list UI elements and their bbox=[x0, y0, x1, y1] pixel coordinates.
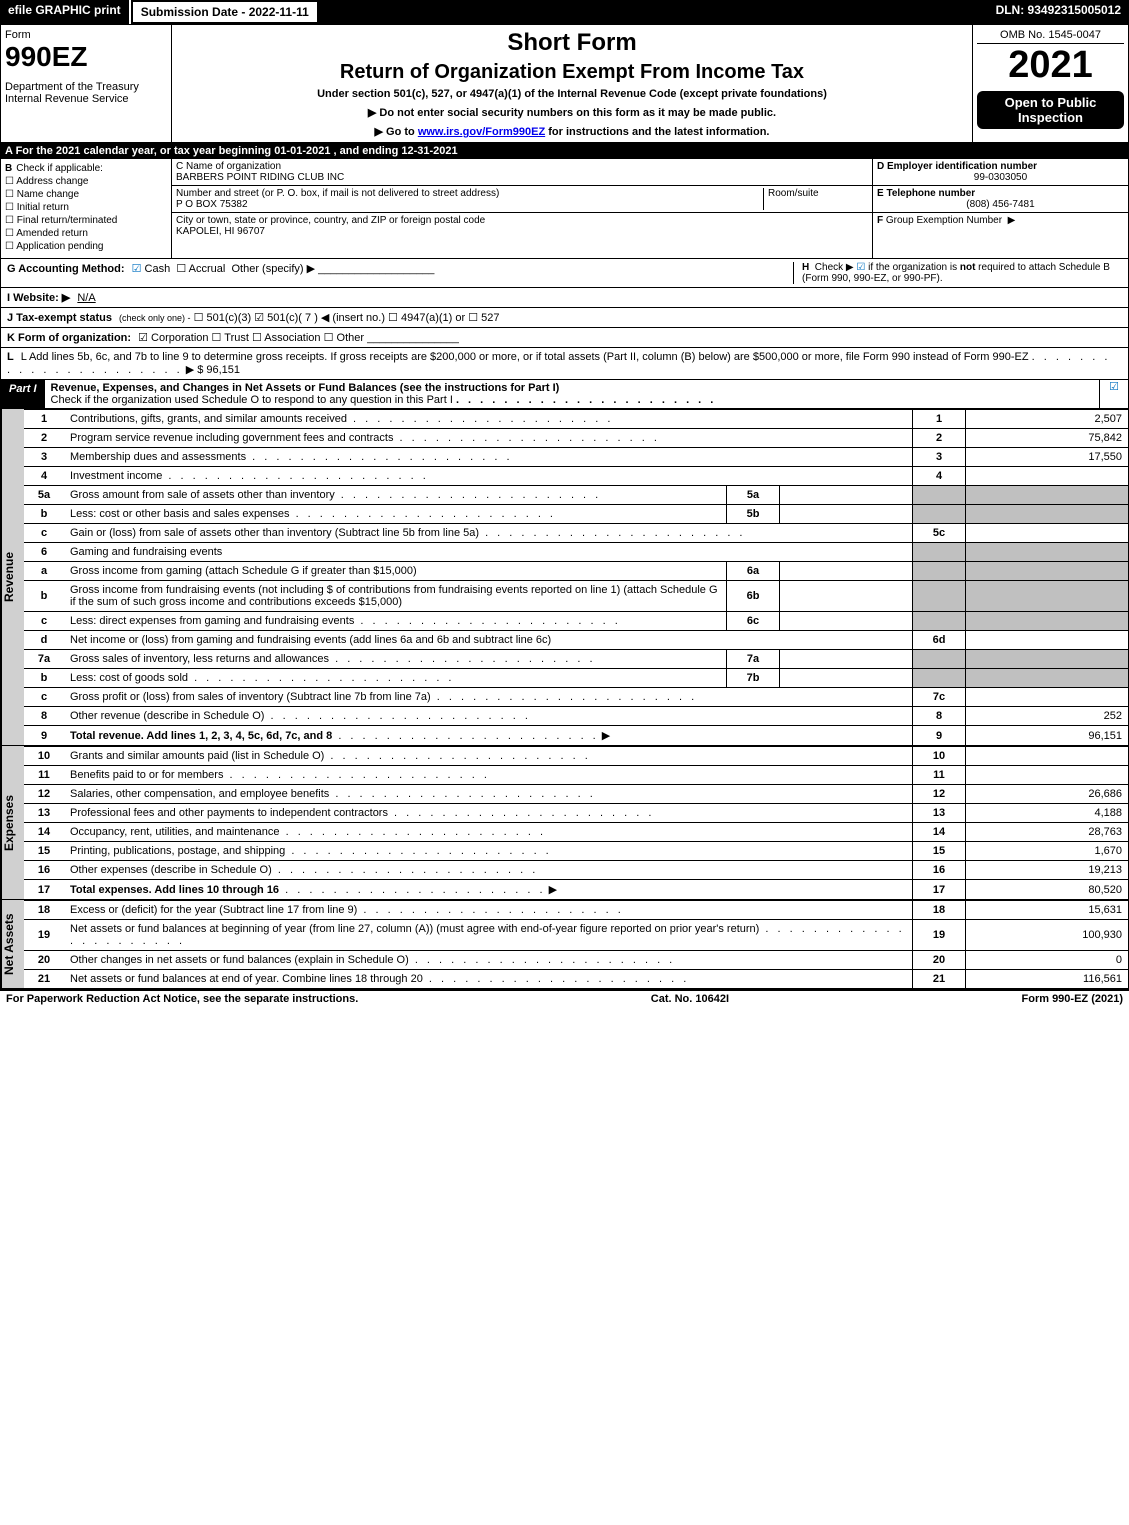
row-i-website: I Website: ▶ N/A bbox=[1, 288, 1128, 308]
line-15: 15Printing, publications, postage, and s… bbox=[24, 842, 1128, 861]
line-5c: c Gain or (loss) from sale of assets oth… bbox=[24, 524, 1128, 543]
line-5a: 5a Gross amount from sale of assets othe… bbox=[24, 486, 1128, 505]
line-2: 2 Program service revenue including gove… bbox=[24, 429, 1128, 448]
part1-check-text: Check if the organization used Schedule … bbox=[51, 394, 453, 406]
code-section: Under section 501(c), 527, or 4947(a)(1)… bbox=[176, 88, 968, 100]
line-1: 1 Contributions, gifts, grants, and simi… bbox=[24, 410, 1128, 429]
org-name-label: C Name of organization bbox=[176, 161, 868, 172]
submission-date: Submission Date - 2022-11-11 bbox=[131, 0, 319, 24]
row-k-formorg: K Form of organization: ☑ Corporation ☐ … bbox=[1, 328, 1128, 348]
part1-title: Revenue, Expenses, and Changes in Net As… bbox=[51, 382, 560, 394]
goto-link[interactable]: ▶ Go to www.irs.gov/Form990EZ for instru… bbox=[176, 125, 968, 138]
return-title: Return of Organization Exempt From Incom… bbox=[176, 61, 968, 84]
check-application-pending[interactable]: Application pending bbox=[5, 241, 167, 252]
phone: (808) 456-7481 bbox=[877, 199, 1124, 210]
line-7a: 7a Gross sales of inventory, less return… bbox=[24, 650, 1128, 669]
footer: For Paperwork Reduction Act Notice, see … bbox=[0, 991, 1129, 1007]
form-of-organization: ☑ Corporation ☐ Trust ☐ Association ☐ Ot… bbox=[138, 332, 364, 344]
form-header: Form 990EZ Department of the Treasury In… bbox=[1, 25, 1128, 143]
dln: DLN: 93492315005012 bbox=[988, 0, 1129, 24]
check-applicable-label: Check if applicable: bbox=[16, 163, 103, 174]
row-a-period: A For the 2021 calendar year, or tax yea… bbox=[1, 143, 1128, 159]
row-j-taxexempt: J Tax-exempt status (check only one) - ☐… bbox=[1, 308, 1128, 328]
ssn-warning: ▶ Do not enter social security numbers o… bbox=[176, 106, 968, 119]
efile-link[interactable]: efile GRAPHIC print bbox=[0, 0, 131, 24]
part1-label: Part I bbox=[1, 380, 45, 408]
row-g-h: G Accounting Method: ☑ Cash ☐ Accrual Ot… bbox=[1, 259, 1128, 288]
website-label: I Website: ▶ bbox=[7, 292, 70, 304]
part1-header: Part I Revenue, Expenses, and Changes in… bbox=[1, 380, 1128, 409]
gross-receipts-text: L Add lines 5b, 6c, and 7b to line 9 to … bbox=[21, 351, 1029, 363]
row-l-grossreceipts: L L Add lines 5b, 6c, and 7b to line 9 t… bbox=[1, 348, 1128, 380]
cat-no: Cat. No. 10642I bbox=[651, 993, 729, 1005]
check-amended-return[interactable]: Amended return bbox=[5, 228, 167, 239]
street: P O BOX 75382 bbox=[176, 199, 763, 210]
city: KAPOLEI, HI 96707 bbox=[176, 226, 868, 237]
line-6a: a Gross income from gaming (attach Sched… bbox=[24, 562, 1128, 581]
inspection-badge: Open to Public Inspection bbox=[977, 91, 1124, 129]
ein: 99-0303050 bbox=[877, 172, 1124, 183]
street-label: Number and street (or P. O. box, if mail… bbox=[176, 188, 763, 199]
line-3: 3 Membership dues and assessments 3 17,5… bbox=[24, 448, 1128, 467]
form-ref: Form 990-EZ (2021) bbox=[1022, 993, 1124, 1005]
line-10: 10Grants and similar amounts paid (list … bbox=[24, 747, 1128, 766]
line-20: 20Other changes in net assets or fund ba… bbox=[24, 951, 1128, 970]
line-11: 11Benefits paid to or for members11 bbox=[24, 766, 1128, 785]
tax-exempt-status: ☐ 501(c)(3) ☑ 501(c)( 7 ) ◀ (insert no.)… bbox=[194, 312, 500, 324]
line-8: 8 Other revenue (describe in Schedule O)… bbox=[24, 707, 1128, 726]
line-9: 9 Total revenue. Add lines 1, 2, 3, 4, 5… bbox=[24, 726, 1128, 746]
check-name-change[interactable]: Name change bbox=[5, 189, 167, 200]
line-12: 12Salaries, other compensation, and empl… bbox=[24, 785, 1128, 804]
top-bar: efile GRAPHIC print Submission Date - 20… bbox=[0, 0, 1129, 24]
check-final-return[interactable]: Final return/terminated bbox=[5, 215, 167, 226]
line-21: 21Net assets or fund balances at end of … bbox=[24, 970, 1128, 989]
paperwork-notice: For Paperwork Reduction Act Notice, see … bbox=[6, 993, 358, 1005]
part1-checkbox[interactable]: ☑ bbox=[1099, 380, 1128, 408]
line-13: 13Professional fees and other payments t… bbox=[24, 804, 1128, 823]
line-17: 17Total expenses. Add lines 10 through 1… bbox=[24, 880, 1128, 900]
line-14: 14Occupancy, rent, utilities, and mainte… bbox=[24, 823, 1128, 842]
line-16: 16Other expenses (describe in Schedule O… bbox=[24, 861, 1128, 880]
accrual-option: Accrual bbox=[189, 263, 226, 275]
other-option: Other (specify) ▶ bbox=[231, 263, 315, 275]
city-label: City or town, state or province, country… bbox=[176, 215, 868, 226]
ein-label: D Employer identification number bbox=[877, 161, 1124, 172]
line-7b: b Less: cost of goods sold 7b bbox=[24, 669, 1128, 688]
line-6b: b Gross income from fundraising events (… bbox=[24, 581, 1128, 612]
line-5b: b Less: cost or other basis and sales ex… bbox=[24, 505, 1128, 524]
website-value: N/A bbox=[77, 292, 95, 304]
department: Department of the Treasury Internal Reve… bbox=[5, 81, 167, 105]
expenses-side-label: Expenses bbox=[1, 746, 24, 899]
revenue-side-label: Revenue bbox=[1, 409, 24, 745]
org-info-block: BCheck if applicable: Address change Nam… bbox=[1, 159, 1128, 259]
check-initial-return[interactable]: Initial return bbox=[5, 202, 167, 213]
line-4: 4 Investment income 4 bbox=[24, 467, 1128, 486]
line-6: 6 Gaming and fundraising events bbox=[24, 543, 1128, 562]
gross-receipts-amount: ▶ $ 96,151 bbox=[186, 364, 240, 376]
line-6c: c Less: direct expenses from gaming and … bbox=[24, 612, 1128, 631]
org-name: BARBERS POINT RIDING CLUB INC bbox=[176, 172, 868, 183]
short-form-title: Short Form bbox=[176, 29, 968, 57]
phone-label: E Telephone number bbox=[877, 188, 1124, 199]
tax-year: 2021 bbox=[977, 44, 1124, 87]
line-18: 18Excess or (deficit) for the year (Subt… bbox=[24, 901, 1128, 920]
omb-number: OMB No. 1545-0047 bbox=[977, 29, 1124, 44]
check-address-change[interactable]: Address change bbox=[5, 176, 167, 187]
revenue-section: Revenue 1 Contributions, gifts, grants, … bbox=[1, 409, 1128, 746]
expenses-section: Expenses 10Grants and similar amounts pa… bbox=[1, 746, 1128, 900]
line-7c: c Gross profit or (loss) from sales of i… bbox=[24, 688, 1128, 707]
line-6d: d Net income or (loss) from gaming and f… bbox=[24, 631, 1128, 650]
group-exemption-label: F Group Exemption Number ▶ bbox=[877, 215, 1124, 226]
form-number: 990EZ bbox=[5, 41, 167, 73]
accounting-method-label: G Accounting Method: bbox=[7, 263, 125, 275]
net-assets-section: Net Assets 18Excess or (deficit) for the… bbox=[1, 900, 1128, 990]
room-suite-label: Room/suite bbox=[763, 188, 868, 210]
form-label: Form bbox=[5, 29, 167, 41]
netassets-side-label: Net Assets bbox=[1, 900, 24, 988]
cash-option: Cash bbox=[145, 263, 171, 275]
line-19: 19Net assets or fund balances at beginni… bbox=[24, 920, 1128, 951]
